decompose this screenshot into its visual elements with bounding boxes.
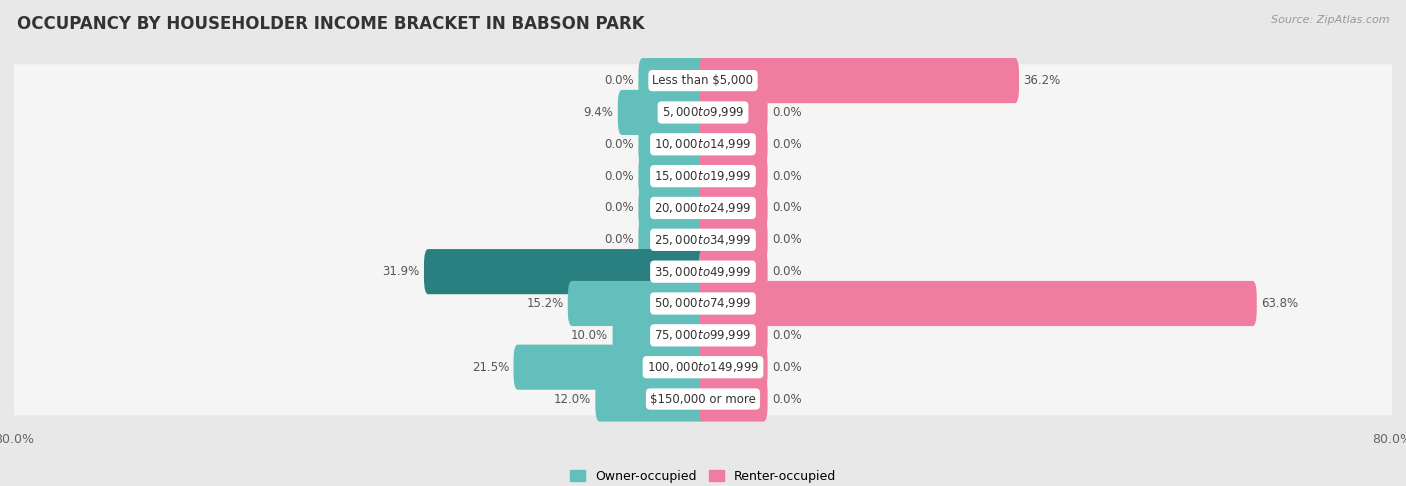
Text: 0.0%: 0.0% <box>605 138 634 151</box>
Text: 0.0%: 0.0% <box>772 393 801 405</box>
Text: 63.8%: 63.8% <box>1261 297 1298 310</box>
Text: $25,000 to $34,999: $25,000 to $34,999 <box>654 233 752 247</box>
Text: 0.0%: 0.0% <box>605 233 634 246</box>
FancyBboxPatch shape <box>613 313 707 358</box>
FancyBboxPatch shape <box>568 281 707 326</box>
Text: 0.0%: 0.0% <box>772 329 801 342</box>
FancyBboxPatch shape <box>638 185 707 230</box>
FancyBboxPatch shape <box>617 90 707 135</box>
FancyBboxPatch shape <box>638 217 707 262</box>
Text: $15,000 to $19,999: $15,000 to $19,999 <box>654 169 752 183</box>
Text: 0.0%: 0.0% <box>605 170 634 183</box>
Text: 0.0%: 0.0% <box>605 202 634 214</box>
Text: 0.0%: 0.0% <box>772 361 801 374</box>
FancyBboxPatch shape <box>8 224 1398 256</box>
FancyBboxPatch shape <box>699 377 768 421</box>
Text: $35,000 to $49,999: $35,000 to $49,999 <box>654 265 752 278</box>
FancyBboxPatch shape <box>8 128 1398 160</box>
Text: $75,000 to $99,999: $75,000 to $99,999 <box>654 329 752 342</box>
FancyBboxPatch shape <box>8 383 1398 415</box>
FancyBboxPatch shape <box>8 64 1398 97</box>
FancyBboxPatch shape <box>638 122 707 167</box>
FancyBboxPatch shape <box>699 281 1257 326</box>
Text: 10.0%: 10.0% <box>571 329 609 342</box>
FancyBboxPatch shape <box>8 287 1398 320</box>
Text: 21.5%: 21.5% <box>472 361 509 374</box>
FancyBboxPatch shape <box>513 345 707 390</box>
FancyBboxPatch shape <box>699 313 768 358</box>
Text: $150,000 or more: $150,000 or more <box>650 393 756 405</box>
FancyBboxPatch shape <box>699 185 768 230</box>
Legend: Owner-occupied, Renter-occupied: Owner-occupied, Renter-occupied <box>565 465 841 486</box>
FancyBboxPatch shape <box>699 345 768 390</box>
FancyBboxPatch shape <box>8 256 1398 288</box>
FancyBboxPatch shape <box>638 58 707 103</box>
Text: 0.0%: 0.0% <box>772 170 801 183</box>
FancyBboxPatch shape <box>699 249 768 294</box>
FancyBboxPatch shape <box>8 192 1398 224</box>
FancyBboxPatch shape <box>8 351 1398 383</box>
FancyBboxPatch shape <box>699 217 768 262</box>
FancyBboxPatch shape <box>699 122 768 167</box>
Text: Less than $5,000: Less than $5,000 <box>652 74 754 87</box>
Text: 0.0%: 0.0% <box>772 202 801 214</box>
FancyBboxPatch shape <box>8 160 1398 192</box>
Text: 0.0%: 0.0% <box>772 106 801 119</box>
Text: 36.2%: 36.2% <box>1024 74 1060 87</box>
Text: $20,000 to $24,999: $20,000 to $24,999 <box>654 201 752 215</box>
Text: $10,000 to $14,999: $10,000 to $14,999 <box>654 137 752 151</box>
Text: 9.4%: 9.4% <box>583 106 613 119</box>
Text: Source: ZipAtlas.com: Source: ZipAtlas.com <box>1271 15 1389 25</box>
Text: $100,000 to $149,999: $100,000 to $149,999 <box>647 360 759 374</box>
Text: OCCUPANCY BY HOUSEHOLDER INCOME BRACKET IN BABSON PARK: OCCUPANCY BY HOUSEHOLDER INCOME BRACKET … <box>17 15 644 33</box>
Text: $50,000 to $74,999: $50,000 to $74,999 <box>654 296 752 311</box>
FancyBboxPatch shape <box>8 96 1398 129</box>
FancyBboxPatch shape <box>8 319 1398 351</box>
Text: $5,000 to $9,999: $5,000 to $9,999 <box>662 105 744 120</box>
Text: 0.0%: 0.0% <box>772 233 801 246</box>
Text: 0.0%: 0.0% <box>772 265 801 278</box>
Text: 15.2%: 15.2% <box>526 297 564 310</box>
Text: 0.0%: 0.0% <box>772 138 801 151</box>
FancyBboxPatch shape <box>699 58 1019 103</box>
FancyBboxPatch shape <box>425 249 707 294</box>
FancyBboxPatch shape <box>699 90 768 135</box>
FancyBboxPatch shape <box>595 377 707 421</box>
Text: 0.0%: 0.0% <box>605 74 634 87</box>
FancyBboxPatch shape <box>638 154 707 199</box>
Text: 31.9%: 31.9% <box>382 265 419 278</box>
Text: 12.0%: 12.0% <box>554 393 591 405</box>
FancyBboxPatch shape <box>699 154 768 199</box>
